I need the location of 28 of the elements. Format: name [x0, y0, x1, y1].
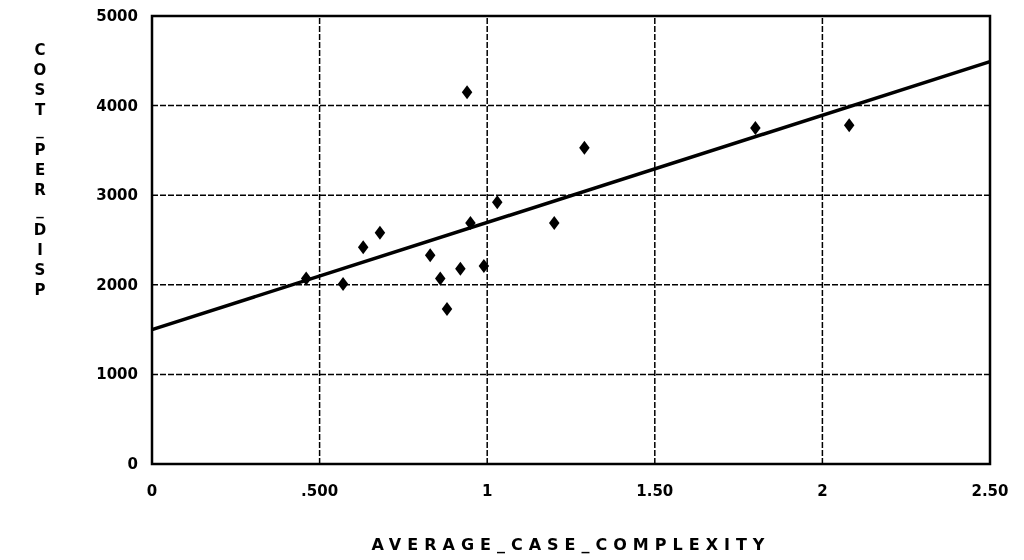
y-tick-label: 5000	[96, 7, 138, 25]
y-tick-label: 4000	[96, 96, 138, 115]
point	[843, 118, 855, 133]
point	[579, 140, 590, 155]
x-tick-label: 1	[481, 482, 493, 500]
point	[492, 195, 503, 210]
x-tick-label: 2	[817, 482, 828, 500]
point	[374, 225, 386, 240]
x-axis-title: AVERAGE_CASE_COMPLEXITY	[371, 535, 771, 554]
x-tick-label: 1.50	[636, 482, 674, 500]
point	[441, 301, 453, 316]
text: COST_PER_DISP	[33, 41, 47, 299]
point	[435, 271, 446, 286]
y-tick-label: 0	[127, 455, 138, 473]
point	[455, 261, 466, 276]
x-tick-label: 0	[146, 482, 158, 500]
y-tick-label: 1000	[96, 365, 138, 384]
x-tick-label: .500	[301, 482, 339, 500]
point	[357, 240, 369, 255]
point	[750, 121, 761, 135]
y-tick-label: 2000	[96, 275, 138, 294]
x-tick-label: 2.50	[971, 482, 1009, 500]
point	[424, 248, 436, 263]
point	[548, 215, 560, 230]
y-tick-label: 3000	[96, 186, 138, 205]
point	[478, 258, 490, 273]
point	[337, 276, 349, 291]
point	[461, 85, 473, 100]
